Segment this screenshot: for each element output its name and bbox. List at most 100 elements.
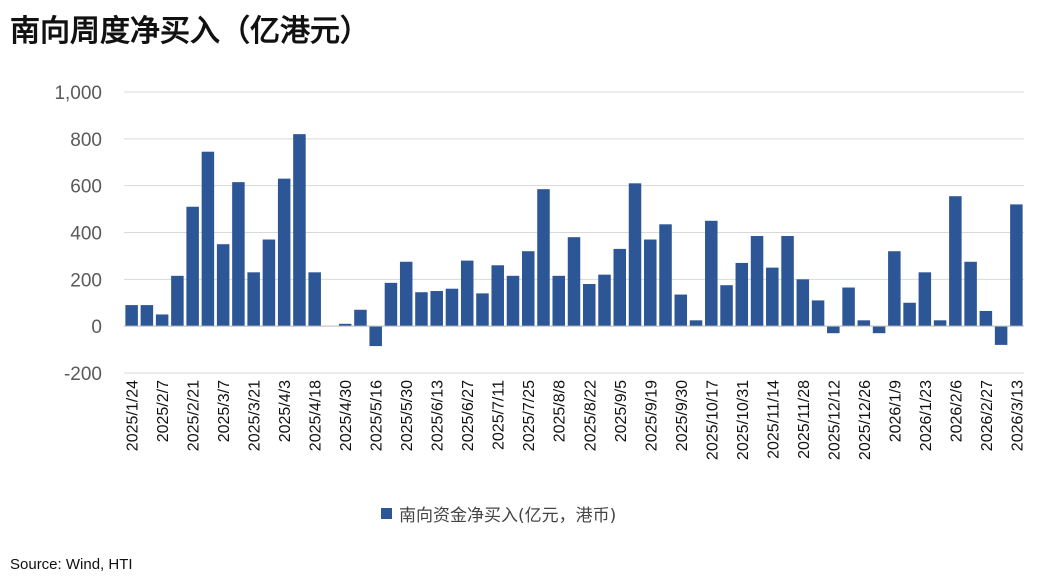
x-tick-label: 2025/1/24 <box>125 380 142 451</box>
bar <box>384 282 398 327</box>
bar <box>506 275 520 327</box>
bar <box>232 182 245 327</box>
bar <box>186 206 199 327</box>
bar <box>308 272 321 327</box>
x-tick-label: 2026/2/27 <box>979 380 996 451</box>
x-tick-label: 2025/6/27 <box>460 380 477 451</box>
bar <box>613 248 627 327</box>
x-tick-label: 2025/12/26 <box>857 380 874 460</box>
bar <box>979 310 993 327</box>
bar <box>491 265 504 327</box>
bar <box>399 261 413 327</box>
bar <box>918 272 932 327</box>
bar <box>262 239 276 327</box>
bar <box>171 275 184 327</box>
bar <box>903 302 916 327</box>
x-tick-label: 2025/11/28 <box>796 380 813 459</box>
bar <box>201 151 215 327</box>
bar <box>705 220 718 327</box>
x-tick-label: 2025/4/30 <box>338 380 355 451</box>
chart-title: 南向周度净买入（亿港元） <box>10 14 370 49</box>
bar <box>674 294 688 327</box>
x-tick-label: 2026/2/6 <box>948 380 965 442</box>
bar <box>460 260 474 327</box>
bar <box>369 326 382 347</box>
x-tick-label: 2025/3/21 <box>247 380 264 451</box>
bar <box>720 285 733 327</box>
bar <box>857 320 871 327</box>
x-tick-label: 2025/8/22 <box>582 380 599 451</box>
bar <box>583 284 596 327</box>
bar <box>796 279 810 327</box>
bar <box>354 309 367 327</box>
x-tick-label: 2025/3/7 <box>216 380 233 442</box>
bar <box>659 224 672 327</box>
x-tick-label: 2025/2/7 <box>155 380 172 442</box>
x-tick-label: 2025/10/17 <box>704 380 721 460</box>
source-note: Source: Wind, HTI <box>10 556 133 573</box>
gridlines <box>124 91 1024 374</box>
x-tick-label: 2025/9/5 <box>613 380 630 442</box>
x-tick-label: 2025/9/19 <box>643 380 660 451</box>
bar <box>521 251 535 327</box>
y-tick-label: 400 <box>70 224 102 245</box>
bars <box>125 134 1023 347</box>
bar <box>888 251 901 327</box>
y-tick-label: -200 <box>64 364 102 385</box>
x-tick-label: 2025/6/13 <box>430 380 447 451</box>
bar <box>476 293 489 327</box>
bar <box>872 326 886 334</box>
y-tick-label: 0 <box>91 317 102 338</box>
bar <box>247 272 260 327</box>
bar <box>811 300 825 327</box>
x-tick-label: 2025/5/16 <box>369 380 386 451</box>
bar <box>140 305 154 327</box>
y-tick-label: 200 <box>70 270 102 291</box>
bar <box>766 267 779 327</box>
bar <box>567 237 581 327</box>
x-tick-label: 2025/4/3 <box>277 380 294 442</box>
bar <box>537 189 550 327</box>
bar <box>415 292 428 327</box>
bar <box>430 291 443 327</box>
x-tick-label: 2026/1/9 <box>887 380 904 442</box>
x-tick-label: 2025/7/11 <box>491 380 508 450</box>
bar <box>781 236 794 327</box>
bar <box>827 326 840 334</box>
bar <box>216 244 230 327</box>
bar <box>1010 204 1023 327</box>
bar <box>949 196 962 327</box>
bar <box>994 326 1008 345</box>
x-tick-label: 2025/4/18 <box>308 380 325 451</box>
x-tick-label: 2025/8/8 <box>552 380 569 442</box>
bar <box>644 239 657 327</box>
y-tick-label: 800 <box>70 130 102 151</box>
y-axis-ticks: -200 0 200 400 600 800 1,000 <box>54 83 102 385</box>
bar <box>125 305 138 327</box>
bar <box>155 314 169 327</box>
x-tick-label: 2025/2/21 <box>186 380 203 451</box>
bar <box>628 183 642 327</box>
bar <box>964 261 977 327</box>
legend-swatch <box>381 508 392 519</box>
y-tick-label: 1,000 <box>54 83 102 104</box>
bar <box>293 134 306 327</box>
bar <box>842 287 855 327</box>
bar <box>598 274 611 327</box>
bar <box>338 323 352 327</box>
bar <box>689 320 703 327</box>
x-tick-label: 2025/11/14 <box>765 380 782 459</box>
bar <box>933 320 947 327</box>
x-tick-label: 2025/7/25 <box>521 380 538 451</box>
legend-label: 南向资金净买入(亿元，港币) <box>399 506 616 526</box>
bar <box>445 288 459 327</box>
bar <box>552 275 565 327</box>
x-tick-label: 2025/10/31 <box>735 380 752 460</box>
x-tick-label: 2025/5/30 <box>399 380 416 451</box>
bar <box>277 178 291 327</box>
y-tick-label: 600 <box>70 177 102 198</box>
bar <box>735 262 749 327</box>
x-axis-ticks: 2025/1/24 2025/2/7 2025/2/21 2025/3/7 2025/3… <box>125 380 1027 460</box>
legend: 南向资金净买入(亿元，港币) <box>381 506 616 526</box>
